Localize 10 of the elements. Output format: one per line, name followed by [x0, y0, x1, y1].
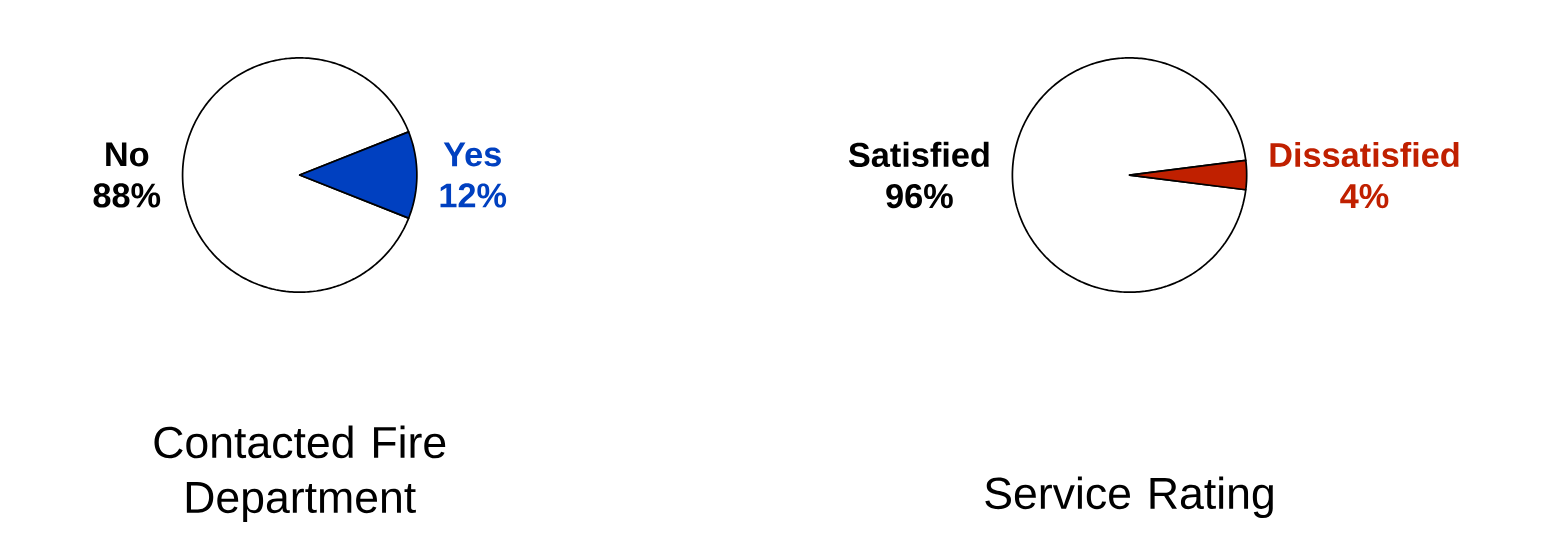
data-label: 88%	[93, 183, 161, 208]
slice-label: No	[106, 142, 149, 167]
slice-label: Dissatisfied	[1270, 141, 1459, 168]
text: Contacted Fire Department	[154, 425, 446, 523]
text: Service Rating	[985, 476, 1273, 519]
data-label: 12%	[440, 183, 507, 208]
slice-label: Satisfied	[848, 141, 989, 168]
slice-label: Yes	[443, 142, 501, 167]
data-label: 4%	[1340, 184, 1389, 209]
data-label: 96%	[886, 183, 953, 209]
